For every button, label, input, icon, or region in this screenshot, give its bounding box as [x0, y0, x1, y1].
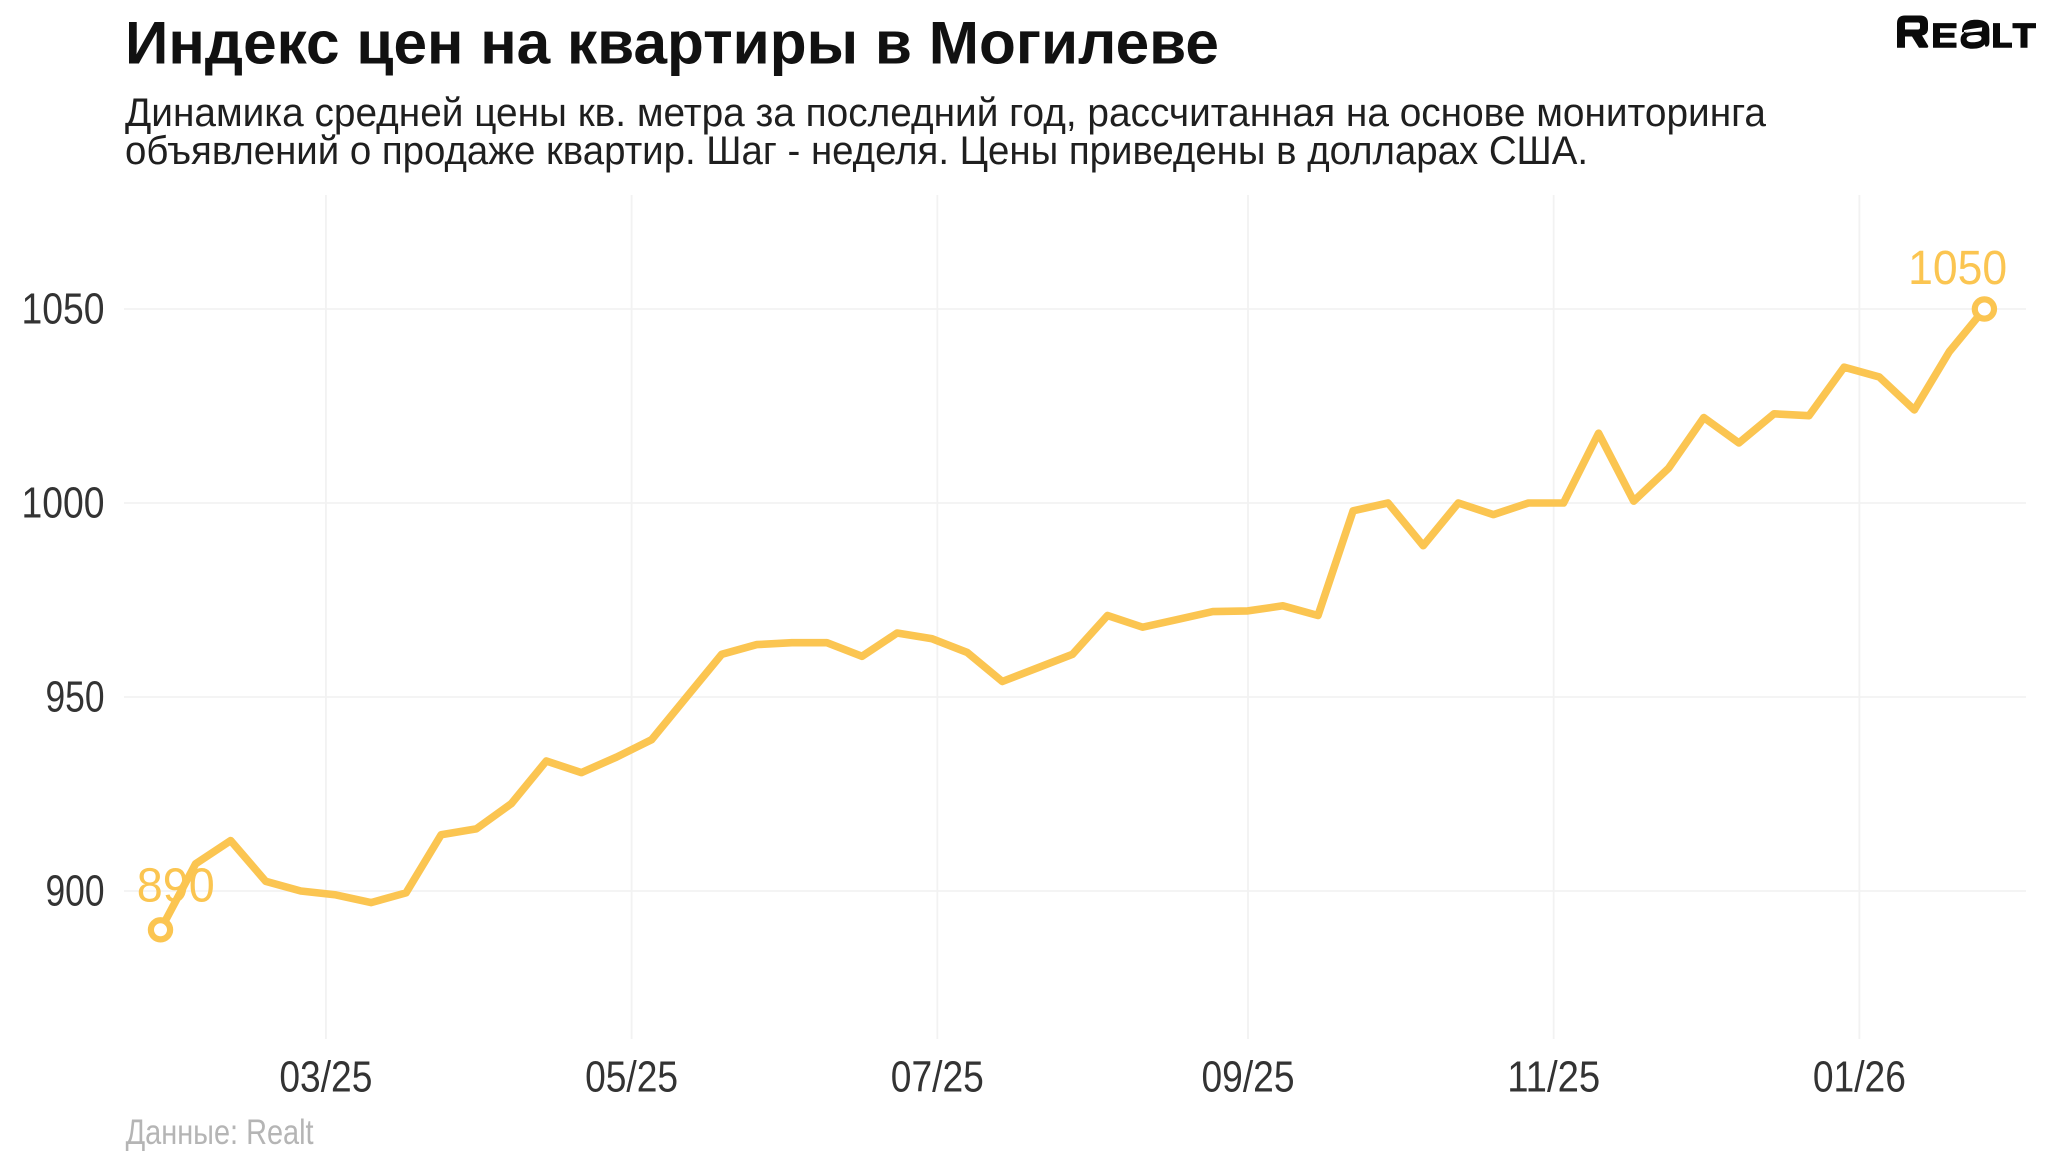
svg-text:1050: 1050	[22, 284, 105, 333]
svg-text:Индекс цен на квартиры в Могил: Индекс цен на квартиры в Могилеве	[125, 9, 1219, 76]
svg-text:1050: 1050	[1908, 241, 2007, 295]
svg-text:03/25: 03/25	[279, 1053, 372, 1102]
svg-text:09/25: 09/25	[1202, 1053, 1295, 1102]
svg-text:07/25: 07/25	[891, 1053, 984, 1102]
svg-text:Данные: Realt: Данные: Realt	[126, 1112, 314, 1152]
svg-text:01/26: 01/26	[1813, 1053, 1906, 1102]
svg-text:890: 890	[137, 858, 215, 912]
svg-text:1000: 1000	[22, 479, 105, 528]
svg-text:Динамика средней цены кв. метр: Динамика средней цены кв. метра за после…	[125, 91, 1767, 135]
svg-text:объявлений о продаже квартир.: объявлений о продаже квартир. Шаг - неде…	[125, 129, 1588, 173]
svg-text:05/25: 05/25	[585, 1053, 678, 1102]
svg-text:11/25: 11/25	[1507, 1053, 1600, 1102]
svg-text:900: 900	[46, 867, 105, 916]
svg-text:950: 950	[46, 673, 105, 722]
